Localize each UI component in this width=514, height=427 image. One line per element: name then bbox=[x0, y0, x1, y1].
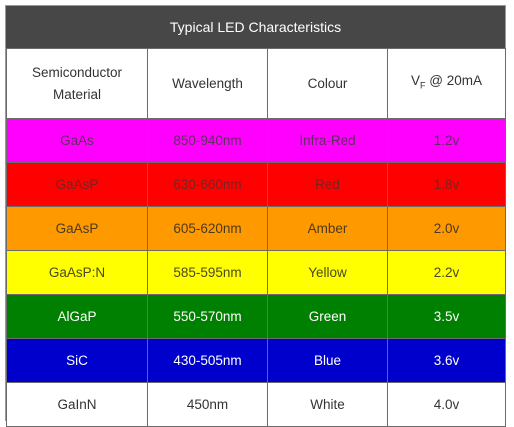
cell-vf: 2.0v bbox=[387, 206, 506, 251]
cell-vf: 3.5v bbox=[387, 294, 506, 339]
cell-wavelength: 430-505nm bbox=[147, 338, 268, 383]
cell-colour: Yellow bbox=[267, 250, 388, 295]
table-row: GaAsP:N 585-595nm Yellow 2.2v bbox=[6, 250, 506, 295]
cell-colour: Amber bbox=[267, 206, 388, 251]
data-table: Semiconductor Material Wavelength Colour… bbox=[6, 48, 506, 427]
cell-material: GaInN bbox=[6, 382, 148, 427]
header-forward-voltage: VF @ 20mA bbox=[387, 48, 506, 119]
cell-wavelength: 850-940nm bbox=[147, 118, 268, 163]
cell-material: AlGaP bbox=[6, 294, 148, 339]
cell-vf: 1.8v bbox=[387, 162, 506, 207]
table-row: SiC 430-505nm Blue 3.6v bbox=[6, 338, 506, 383]
header-row: Semiconductor Material Wavelength Colour… bbox=[6, 48, 506, 119]
table-row: GaAs 850-940nm Infra-Red 1.2v bbox=[6, 118, 506, 163]
header-vf-symbol: V bbox=[411, 73, 421, 89]
cell-material: GaAsP bbox=[6, 206, 148, 251]
cell-colour: White bbox=[267, 382, 388, 427]
cell-material: SiC bbox=[6, 338, 148, 383]
header-wavelength: Wavelength bbox=[147, 48, 268, 119]
header-material: Semiconductor Material bbox=[6, 48, 148, 119]
header-colour: Colour bbox=[267, 48, 388, 119]
header-vf-condition: @ 20mA bbox=[425, 73, 482, 89]
cell-wavelength: 450nm bbox=[147, 382, 268, 427]
cell-vf: 4.0v bbox=[387, 382, 506, 427]
cell-wavelength: 605-620nm bbox=[147, 206, 268, 251]
table-row: GaInN 450nm White 4.0v bbox=[6, 382, 506, 427]
cell-colour: Infra-Red bbox=[267, 118, 388, 163]
cell-colour: Red bbox=[267, 162, 388, 207]
cell-wavelength: 630-660nm bbox=[147, 162, 268, 207]
cell-material: GaAsP:N bbox=[6, 250, 148, 295]
cell-vf: 2.2v bbox=[387, 250, 506, 295]
cell-vf: 3.6v bbox=[387, 338, 506, 383]
table-row: GaAsP 630-660nm Red 1.8v bbox=[6, 162, 506, 207]
cell-wavelength: 550-570nm bbox=[147, 294, 268, 339]
cell-material: GaAsP bbox=[6, 162, 148, 207]
cell-wavelength: 585-595nm bbox=[147, 250, 268, 295]
cell-colour: Green bbox=[267, 294, 388, 339]
table-row: GaAsP 605-620nm Amber 2.0v bbox=[6, 206, 506, 251]
table-row: AlGaP 550-570nm Green 3.5v bbox=[6, 294, 506, 339]
table-title: Typical LED Characteristics bbox=[6, 6, 505, 48]
cell-colour: Blue bbox=[267, 338, 388, 383]
header-vf-subscript: F bbox=[420, 80, 426, 91]
cell-vf: 1.2v bbox=[387, 118, 506, 163]
led-characteristics-table: Typical LED Characteristics Semiconducto… bbox=[5, 5, 506, 427]
cell-material: GaAs bbox=[6, 118, 148, 163]
header-material-label: Semiconductor Material bbox=[31, 64, 123, 102]
